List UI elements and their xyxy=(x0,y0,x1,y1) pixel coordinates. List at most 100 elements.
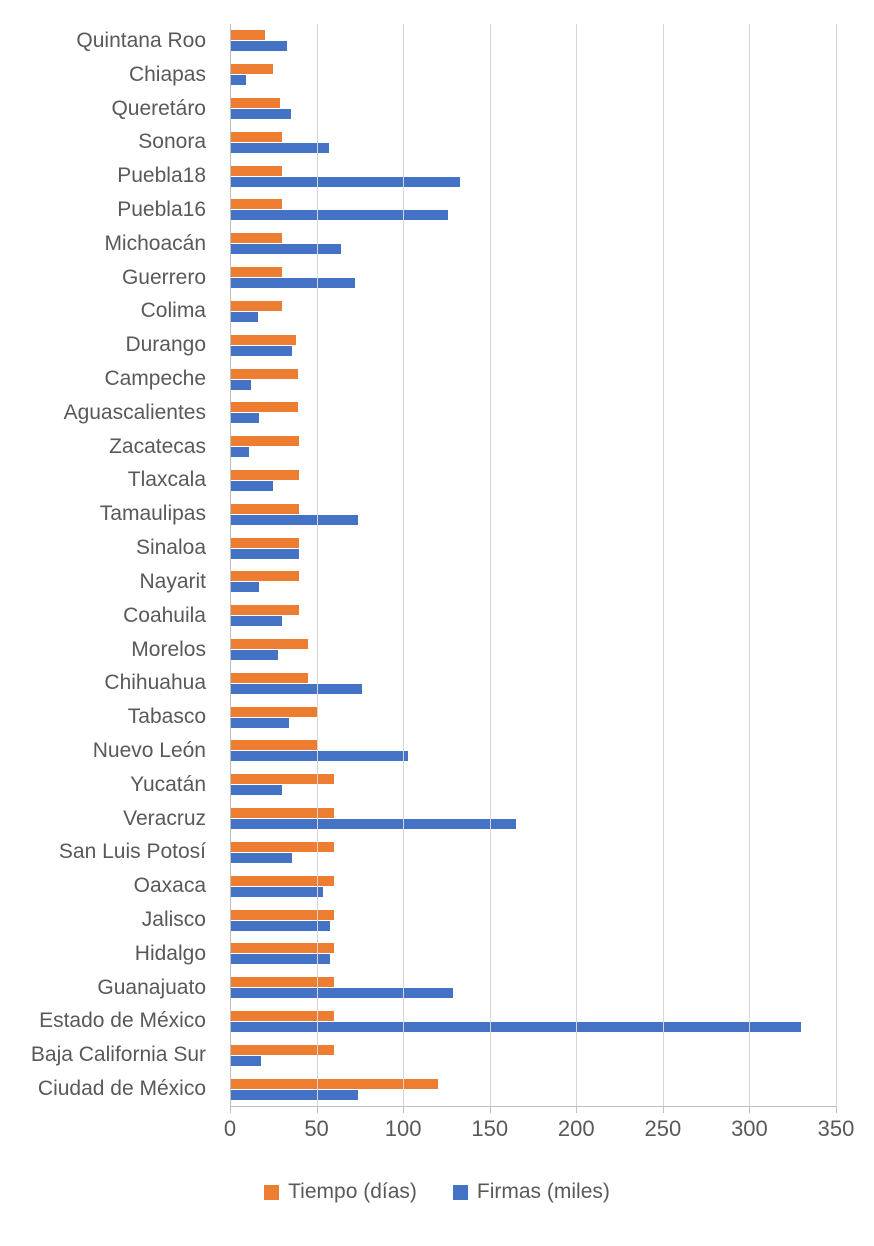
bar-row xyxy=(230,937,836,971)
bar-firmas xyxy=(230,717,289,728)
category-label: Tabasco xyxy=(127,705,206,729)
category-label: Nuevo León xyxy=(92,738,206,762)
bar-firmas xyxy=(230,886,324,897)
bar-firmas xyxy=(230,819,516,830)
bar-row xyxy=(230,633,836,667)
bar-firmas xyxy=(230,616,282,627)
x-tick-label: 100 xyxy=(384,1116,422,1141)
bar-row xyxy=(230,666,836,700)
category-label: Puebla18 xyxy=(117,164,206,188)
category-label: Jalisco xyxy=(141,908,206,932)
bar-tiempo xyxy=(230,537,300,548)
legend-label: Tiempo (días) xyxy=(288,1180,417,1203)
bar-tiempo xyxy=(230,368,298,379)
bar-row xyxy=(230,464,836,498)
bar-firmas xyxy=(230,683,362,694)
bar-row xyxy=(230,565,836,599)
category-label: Guerrero xyxy=(121,265,206,289)
bar-row xyxy=(230,193,836,227)
bar-firmas xyxy=(230,785,282,796)
bar-tiempo xyxy=(230,909,334,920)
axis-tick-mark xyxy=(662,1106,664,1113)
bar-row xyxy=(230,227,836,261)
bar-row xyxy=(230,497,836,531)
bar-row xyxy=(230,295,836,329)
bar-row xyxy=(230,328,836,362)
category-label: Yucatán xyxy=(130,772,206,796)
x-tick-label: 50 xyxy=(304,1116,329,1141)
bar-rows xyxy=(230,24,836,1106)
bar-firmas xyxy=(230,1089,359,1100)
bar-row xyxy=(230,768,836,802)
bar-tiempo xyxy=(230,1010,334,1021)
category-label: Estado de México xyxy=(39,1009,206,1033)
bar-firmas xyxy=(230,311,258,322)
bar-row xyxy=(230,531,836,565)
bar-tiempo xyxy=(230,30,265,41)
legend-swatch-icon xyxy=(452,1184,468,1200)
bar-row xyxy=(230,362,836,396)
bar-tiempo xyxy=(230,199,282,210)
category-label: Colima xyxy=(140,299,206,323)
category-label: Veracruz xyxy=(123,806,206,830)
bar-firmas xyxy=(230,379,251,390)
x-tick-label: 200 xyxy=(557,1116,595,1141)
category-label: Coahuila xyxy=(123,603,206,627)
category-label: Tamaulipas xyxy=(99,502,206,526)
bar-firmas xyxy=(230,210,449,221)
bar-firmas xyxy=(230,1055,262,1066)
axis-tick-mark xyxy=(230,1106,231,1113)
bar-tiempo xyxy=(230,875,334,886)
bar-tiempo xyxy=(230,469,300,480)
bar-firmas xyxy=(230,345,293,356)
category-label: Zacatecas xyxy=(109,434,206,458)
bar-firmas xyxy=(230,142,329,153)
bar-row xyxy=(230,599,836,633)
category-label: Baja California Sur xyxy=(30,1043,206,1067)
category-label: Aguascalientes xyxy=(63,400,206,424)
category-label: Chihuahua xyxy=(104,671,206,695)
bar-firmas xyxy=(230,75,246,86)
category-label: Hidalgo xyxy=(134,941,206,965)
y-axis-line xyxy=(230,24,231,1106)
bar-tiempo xyxy=(230,131,282,142)
legend-item: Tiempo (días) xyxy=(264,1180,417,1204)
gridline xyxy=(662,24,664,1106)
bar-tiempo xyxy=(230,672,308,683)
gridline xyxy=(403,24,405,1106)
bar-tiempo xyxy=(230,740,317,751)
bar-tiempo xyxy=(230,436,300,447)
gridline xyxy=(576,24,578,1106)
category-label: Guanajuato xyxy=(97,975,206,999)
axis-tick-mark xyxy=(316,1106,318,1113)
legend: Tiempo (días) Firmas (miles) xyxy=(0,1180,874,1204)
bar-tiempo xyxy=(230,977,334,988)
bar-tiempo xyxy=(230,605,300,616)
category-label: Puebla16 xyxy=(117,197,206,221)
gridline xyxy=(836,24,837,1106)
bar-firmas xyxy=(230,920,331,931)
bar-row xyxy=(230,1005,836,1039)
bar-row xyxy=(230,700,836,734)
bar-tiempo xyxy=(230,706,317,717)
bar-tiempo xyxy=(230,165,282,176)
bar-row xyxy=(230,24,836,58)
axis-tick-mark xyxy=(489,1106,491,1113)
bar-firmas xyxy=(230,1021,802,1032)
bar-row xyxy=(230,734,836,768)
y-axis-category-labels: Quintana Roo Chiapas Queretáro Sonora Puebla… xyxy=(0,24,206,1106)
category-label: Tlaxcala xyxy=(127,468,206,492)
bar-tiempo xyxy=(230,64,274,75)
bar-tiempo xyxy=(230,808,334,819)
axis-tick-mark xyxy=(749,1106,751,1113)
bar-row xyxy=(230,802,836,836)
bar-tiempo xyxy=(230,639,308,650)
x-tick-label: 0 xyxy=(223,1116,237,1141)
category-label: Chiapas xyxy=(128,62,206,86)
legend-label: Firmas (miles) xyxy=(476,1180,610,1203)
bar-tiempo xyxy=(230,571,300,582)
x-tick-label: 300 xyxy=(731,1116,768,1141)
bar-firmas xyxy=(230,988,454,999)
legend-swatch-icon xyxy=(264,1184,280,1200)
bar-tiempo xyxy=(230,503,300,514)
